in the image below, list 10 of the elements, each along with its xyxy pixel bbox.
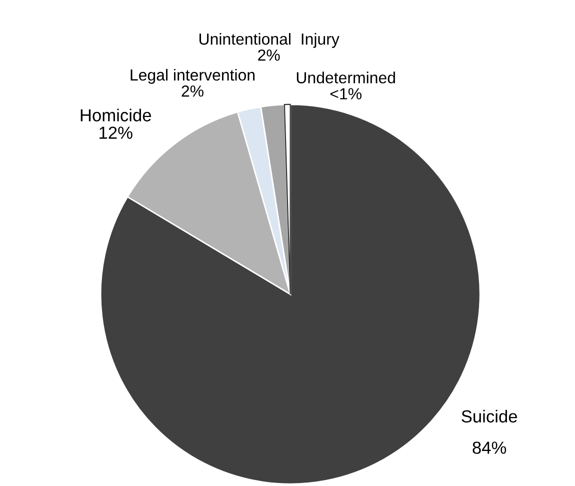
slice-label: Unintentional Injury [200,33,340,48]
data-label: <1% [330,88,362,100]
slice-label: Homicide [80,108,152,122]
slice-label: Suicide [462,410,518,423]
data-label: 2% [182,85,204,97]
data-label: 12% [100,126,132,139]
data-label: 84% [472,442,506,454]
data-label: 2% [258,49,280,61]
slice-label: Undetermined [296,72,395,84]
slice-label: Legal intervention [130,68,255,84]
